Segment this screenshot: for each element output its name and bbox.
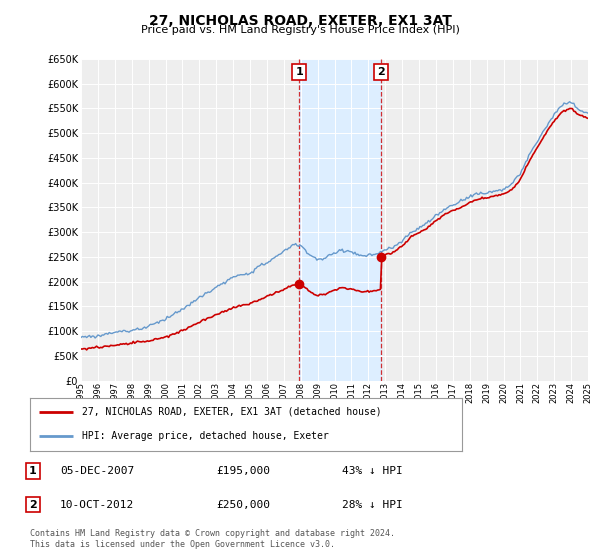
Text: Price paid vs. HM Land Registry's House Price Index (HPI): Price paid vs. HM Land Registry's House … bbox=[140, 25, 460, 35]
Text: 27, NICHOLAS ROAD, EXETER, EX1 3AT: 27, NICHOLAS ROAD, EXETER, EX1 3AT bbox=[149, 14, 451, 28]
Text: 28% ↓ HPI: 28% ↓ HPI bbox=[342, 500, 403, 510]
Text: 2: 2 bbox=[377, 67, 385, 77]
Text: £250,000: £250,000 bbox=[216, 500, 270, 510]
Text: HPI: Average price, detached house, Exeter: HPI: Average price, detached house, Exet… bbox=[82, 431, 329, 441]
Text: Contains HM Land Registry data © Crown copyright and database right 2024.
This d: Contains HM Land Registry data © Crown c… bbox=[30, 529, 395, 549]
Text: 27, NICHOLAS ROAD, EXETER, EX1 3AT (detached house): 27, NICHOLAS ROAD, EXETER, EX1 3AT (deta… bbox=[82, 407, 382, 417]
Text: 2: 2 bbox=[29, 500, 37, 510]
Text: 10-OCT-2012: 10-OCT-2012 bbox=[60, 500, 134, 510]
Text: 05-DEC-2007: 05-DEC-2007 bbox=[60, 466, 134, 476]
Text: 43% ↓ HPI: 43% ↓ HPI bbox=[342, 466, 403, 476]
Text: 1: 1 bbox=[295, 67, 303, 77]
Text: £195,000: £195,000 bbox=[216, 466, 270, 476]
Bar bbox=[299, 59, 382, 381]
Text: 1: 1 bbox=[29, 466, 37, 476]
